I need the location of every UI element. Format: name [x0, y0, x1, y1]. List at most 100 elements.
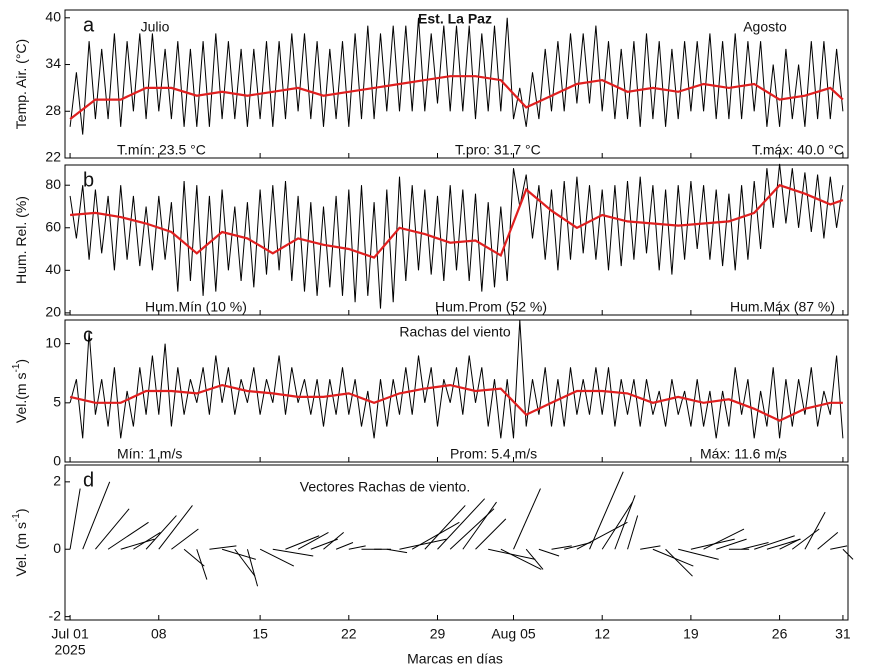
wind-vector — [95, 508, 130, 550]
wind-vector — [830, 545, 848, 550]
wind-vector — [766, 538, 801, 550]
panel-title: Vectores Rachas de viento. — [300, 479, 470, 495]
wind-vector — [234, 548, 256, 577]
wind-vector — [196, 549, 208, 580]
wind-vector — [513, 488, 541, 550]
y-label-text: Vel. (m s — [13, 522, 29, 576]
wind-vector — [551, 545, 572, 550]
y-tick-label: 20 — [45, 304, 61, 320]
wind-vector — [348, 545, 366, 550]
y-label-text: Vel.(m s — [13, 373, 29, 424]
y-axis-label: Temp. Air. (°C) — [13, 39, 29, 129]
wind-vector — [804, 511, 826, 550]
wind-vector — [82, 481, 111, 550]
wind-vector — [69, 488, 81, 550]
wind-vector — [842, 548, 854, 560]
wind-vector — [475, 518, 507, 550]
x-axis-label: Marcas en días — [407, 651, 503, 667]
y-tick-label: 22 — [45, 149, 61, 165]
wind-vector — [107, 521, 149, 550]
x-tick-label: Aug 05 — [491, 626, 536, 642]
y-tick-label: 40 — [45, 8, 61, 24]
panel-letter: c — [83, 324, 93, 346]
x-tick-label: 31 — [835, 626, 851, 642]
y-tick-label: 28 — [45, 102, 61, 118]
chart-title: Est. La Paz — [418, 11, 492, 27]
wind-vector — [614, 495, 636, 550]
series-line — [69, 75, 844, 120]
y-tick-label: 2 — [53, 473, 61, 489]
y-axis-label: Vel. (m s-1) — [11, 508, 29, 576]
panel-letter: d — [83, 469, 94, 491]
y-tick-label: 0 — [53, 453, 61, 469]
stat-label: Hum.Máx (87 %) — [730, 299, 835, 315]
y-axis-label: Vel.(m s-1) — [11, 359, 29, 423]
wind-vector — [703, 528, 745, 550]
wind-vector — [399, 538, 447, 550]
month-label: Agosto — [743, 19, 787, 35]
wind-vector — [209, 545, 237, 550]
wind-vector — [525, 548, 544, 570]
wind-vector — [741, 542, 769, 550]
wind-vector — [817, 532, 839, 550]
y-label-end: ) — [13, 359, 29, 364]
x-tick-label: 15 — [252, 626, 268, 642]
panel-title: Rachas del viento — [399, 324, 511, 340]
panel-letter: b — [83, 169, 94, 191]
wind-vector — [665, 548, 693, 577]
month-label: Julio — [141, 19, 170, 35]
stat-label: Hum.Prom (52 %) — [435, 299, 547, 315]
x-tick-label: 08 — [151, 626, 167, 642]
wind-vector — [500, 548, 542, 570]
y-tick-label: 5 — [53, 394, 61, 410]
y-label-text: Temp. Air. (°C) — [13, 39, 29, 129]
y-tick-label: 80 — [45, 176, 61, 192]
wind-vector — [754, 535, 795, 550]
y-label-end: ) — [13, 508, 29, 513]
wind-vector — [652, 548, 694, 567]
stat-label: Máx: 11.6 m/s — [700, 446, 787, 462]
x-tick-label: 29 — [430, 626, 446, 642]
wind-vector — [158, 505, 193, 550]
wind-vector — [171, 528, 199, 550]
wind-vector — [145, 515, 177, 550]
wind-vector — [386, 548, 408, 554]
wind-vector — [462, 501, 497, 550]
wind-vector — [246, 549, 259, 587]
wind-vector — [297, 531, 329, 550]
y-tick-label: 34 — [45, 55, 61, 71]
series-line — [69, 383, 843, 422]
x-tick-label: Jul 01 — [51, 626, 89, 642]
wind-vector — [716, 538, 747, 550]
y-label-text: Hum. Rel. (%) — [13, 196, 29, 284]
x-year-label: 2025 — [54, 642, 85, 658]
wind-vector — [779, 538, 801, 550]
wind-vector — [411, 521, 460, 550]
panel-frame — [64, 164, 849, 316]
y-tick-label: 10 — [45, 334, 61, 350]
wind-vector — [627, 515, 639, 550]
wind-vector — [601, 501, 633, 550]
panel-frame — [64, 9, 849, 159]
wind-vector — [424, 505, 466, 550]
stat-label: Mín: 1 m/s — [117, 446, 182, 462]
wind-vector — [538, 548, 560, 557]
stat-label: T.pro: 31.7 °C — [455, 142, 541, 158]
stat-label: Hum.Mín (10 %) — [145, 299, 247, 315]
wind-vector — [259, 548, 295, 567]
wind-vector — [791, 528, 820, 550]
wind-vector — [678, 548, 719, 560]
wind-vector — [133, 531, 161, 550]
stat-label: Prom: 5.4 m/s — [450, 446, 537, 462]
wind-vector — [640, 545, 661, 550]
y-tick-label: -2 — [49, 607, 62, 623]
stat-label: T.mín: 23.5 °C — [117, 142, 206, 158]
series-line — [69, 17, 844, 135]
panel-letter: a — [83, 14, 95, 36]
stat-label: T.máx: 40.0 °C — [752, 142, 844, 158]
series-line — [69, 319, 844, 439]
wind-vector — [576, 521, 628, 550]
panel-frame — [64, 464, 849, 621]
x-tick-label: 22 — [341, 626, 357, 642]
